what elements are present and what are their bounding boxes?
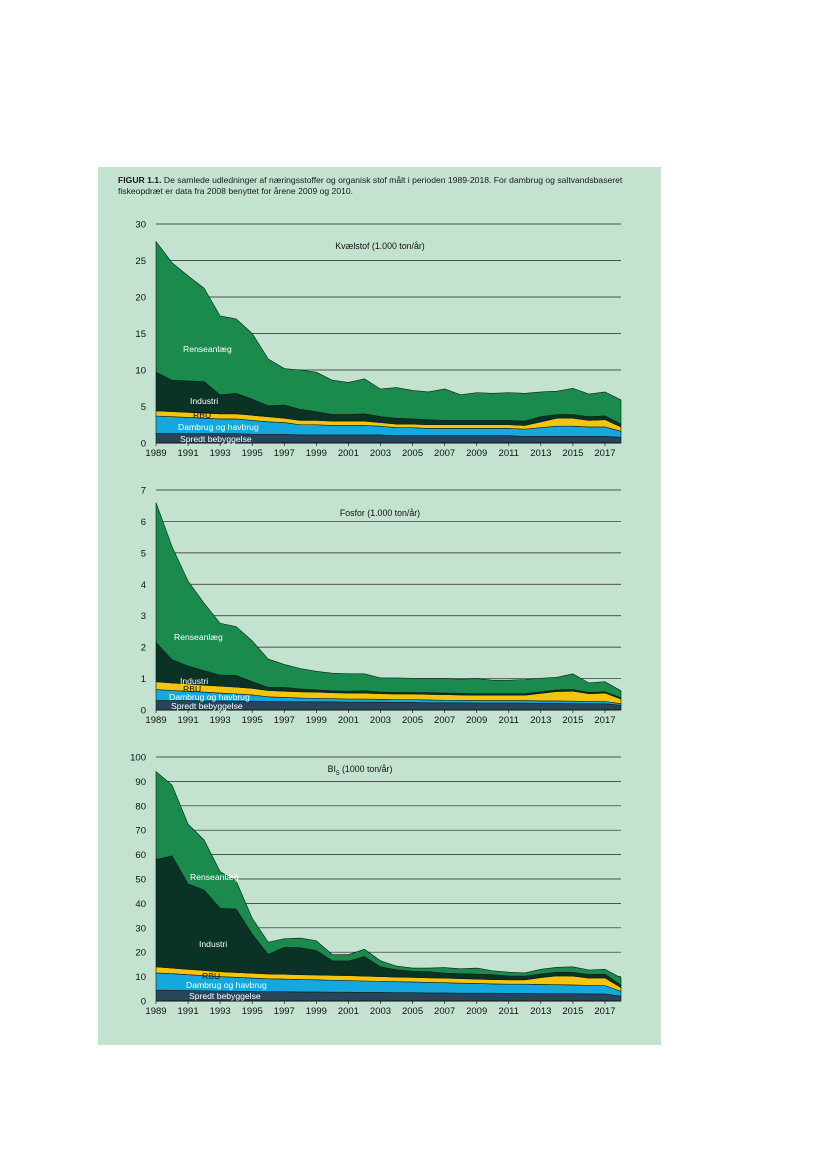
y-tick-label: 80	[135, 801, 146, 812]
x-tick-label: 2001	[338, 448, 359, 459]
series-area-renseanlæg	[155, 770, 622, 986]
y-tick-label: 6	[141, 517, 146, 528]
x-tick-label: 1991	[177, 1006, 198, 1017]
y-tick-label: 15	[135, 329, 146, 340]
figure-caption-label: FIGUR 1.1.	[118, 175, 162, 185]
chart-1: 0 5 10 15 20 25 30 1989 1991 1993 1995 1997 1999 2001…	[135, 220, 622, 459]
x-tick-label: 2009	[466, 448, 487, 459]
series-label-renseanlæg: Renseanlæg	[190, 872, 239, 882]
x-tick-label: 2013	[530, 1006, 551, 1017]
x-tick-label: 2009	[466, 715, 487, 726]
x-tick-label: 1995	[242, 448, 263, 459]
y-tick-label: 4	[141, 580, 146, 591]
y-tick-label: 25	[135, 256, 146, 267]
x-tick-label: 2017	[594, 448, 615, 459]
figure-caption-text: De samlede udledninger af næringsstoffer…	[118, 175, 623, 196]
series-label-rbu: RBU	[193, 410, 211, 420]
y-tick-label: 10	[135, 972, 146, 983]
x-tick-label: 2007	[434, 1006, 455, 1017]
x-tick-label: 1999	[306, 1006, 327, 1017]
x-tick-label: 2015	[562, 715, 583, 726]
x-tick-label: 1993	[210, 715, 231, 726]
y-tick-label: 5	[141, 402, 146, 413]
x-tick-label: 1995	[242, 1006, 263, 1017]
x-tick-label: 2017	[594, 715, 615, 726]
x-tick-label: 2001	[338, 1006, 359, 1017]
x-tick-label: 1999	[306, 715, 327, 726]
y-tick-label: 3	[141, 611, 146, 622]
series-label-dambrug-og-havbrug: Dambrug og havbrug	[186, 980, 267, 990]
y-tick-label: 5	[141, 548, 146, 559]
x-tick-label: 1989	[145, 448, 166, 459]
y-tick-label: 2	[141, 643, 146, 654]
y-tick-label: 20	[135, 293, 146, 304]
series-label-rbu: RBU	[202, 971, 220, 981]
x-tick-label: 2003	[370, 1006, 391, 1017]
x-tick-label: 1999	[306, 448, 327, 459]
x-tick-label: 2001	[338, 715, 359, 726]
y-tick-label: 40	[135, 899, 146, 910]
series-label-renseanlæg: Renseanlæg	[183, 344, 232, 354]
series-label-dambrug-og-havbrug: Dambrug og havbrug	[169, 692, 250, 702]
chart-2: 0 1 2 3 4 5 6 7 1989 1991 1993 1995 1997 1999 2001 2003…	[141, 486, 622, 726]
series-label-industri: Industri	[199, 939, 227, 949]
chart-title: Fosfor (1.000 ton/år)	[340, 508, 420, 518]
x-tick-label: 2013	[530, 448, 551, 459]
y-tick-label: 60	[135, 850, 146, 861]
y-tick-label: 30	[135, 220, 146, 231]
y-tick-label: 0	[141, 439, 146, 450]
x-tick-label: 2007	[434, 448, 455, 459]
x-tick-label: 1993	[210, 448, 231, 459]
series-area-renseanlæg	[155, 240, 622, 425]
x-tick-label: 1991	[177, 448, 198, 459]
x-tick-label: 2017	[594, 1006, 615, 1017]
series-label-spredt-bebyggelse: Spredt bebyggelse	[189, 991, 261, 1001]
series-area-renseanlæg	[155, 502, 622, 699]
y-tick-label: 1	[141, 674, 146, 685]
x-tick-label: 2013	[530, 715, 551, 726]
x-tick-label: 2011	[499, 715, 519, 726]
y-tick-label: 20	[135, 948, 146, 959]
series-label-spredt-bebyggelse: Spredt bebyggelse	[180, 434, 252, 444]
x-tick-label: 2005	[402, 448, 423, 459]
y-tick-label: 0	[141, 997, 146, 1008]
y-tick-label: 70	[135, 826, 146, 837]
series-label-industri: Industri	[190, 396, 218, 406]
series-label-industri: Industri	[180, 676, 208, 686]
series-label-spredt-bebyggelse: Spredt bebyggelse	[171, 701, 243, 711]
x-tick-label: 1997	[274, 448, 295, 459]
x-tick-label: 2005	[402, 715, 423, 726]
series-label-rbu: RBU	[183, 684, 201, 694]
y-tick-label: 50	[135, 875, 146, 886]
y-tick-label: 10	[135, 366, 146, 377]
x-tick-label: 1997	[274, 1006, 295, 1017]
y-tick-label: 7	[141, 486, 146, 497]
x-tick-label: 1991	[177, 715, 198, 726]
y-tick-label: 0	[141, 706, 146, 717]
x-tick-label: 1997	[274, 715, 295, 726]
x-tick-label: 2011	[499, 448, 519, 459]
x-tick-label: 1993	[210, 1006, 231, 1017]
x-tick-label: 2015	[562, 448, 583, 459]
figure-caption: FIGUR 1.1. De samlede udledninger af nær…	[118, 175, 648, 197]
series-label-dambrug-og-havbrug: Dambrug og havbrug	[178, 422, 259, 432]
x-tick-label: 1989	[145, 1006, 166, 1017]
x-tick-label: 2015	[562, 1006, 583, 1017]
x-tick-label: 2003	[370, 715, 391, 726]
chart-title: BI5 (1000 ton/år)	[328, 764, 393, 777]
series-label-renseanlæg: Renseanlæg	[174, 632, 223, 642]
y-tick-label: 90	[135, 777, 146, 788]
x-tick-label: 2011	[499, 1006, 519, 1017]
chart-title: Kvælstof (1.000 ton/år)	[335, 241, 425, 251]
x-tick-label: 2007	[434, 715, 455, 726]
x-tick-label: 2003	[370, 448, 391, 459]
x-tick-label: 2009	[466, 1006, 487, 1017]
x-tick-label: 1989	[145, 715, 166, 726]
x-tick-label: 1995	[242, 715, 263, 726]
y-tick-label: 100	[130, 753, 146, 764]
x-tick-label: 2005	[402, 1006, 423, 1017]
chart-3: 0 10 20 30 40 50 60 70 80 90 100 1989 1991 1993 1995 19…	[130, 753, 622, 1017]
y-tick-label: 30	[135, 923, 146, 934]
